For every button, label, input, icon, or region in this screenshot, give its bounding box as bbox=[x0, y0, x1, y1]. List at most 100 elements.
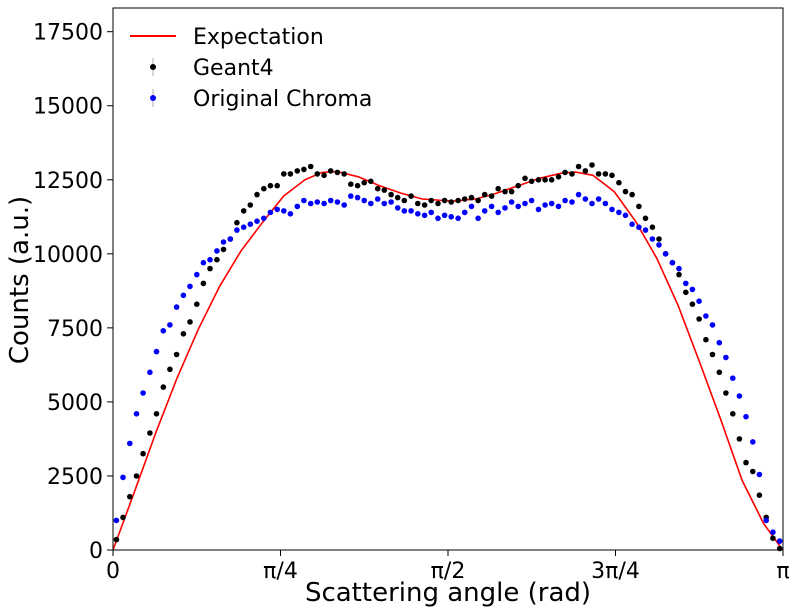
data-point-geant4 bbox=[133, 473, 140, 479]
data-point-original-chroma bbox=[368, 200, 374, 207]
data-point-original-chroma bbox=[616, 209, 622, 216]
data-point-original-chroma bbox=[194, 271, 200, 278]
data-point-original-chroma bbox=[709, 322, 716, 328]
data-point-original-chroma bbox=[401, 208, 408, 214]
data-point-geant4 bbox=[555, 174, 562, 180]
y-tick-label: 7500 bbox=[47, 317, 103, 342]
data-point-geant4 bbox=[575, 163, 582, 170]
data-point-original-chroma bbox=[649, 236, 656, 242]
data-point-original-chroma bbox=[415, 211, 421, 217]
data-point-geant4 bbox=[616, 179, 622, 186]
data-point-original-chroma bbox=[287, 211, 294, 217]
data-point-original-chroma bbox=[562, 197, 568, 204]
data-point-original-chroma bbox=[723, 354, 729, 361]
y-tick-label: 15000 bbox=[33, 95, 103, 120]
data-point-geant4 bbox=[475, 197, 481, 204]
data-point-original-chroma bbox=[421, 212, 428, 219]
data-point-geant4 bbox=[743, 459, 749, 466]
data-point-original-chroma bbox=[220, 239, 227, 245]
data-point-original-chroma bbox=[381, 200, 388, 207]
legend-label-expectation: Expectation bbox=[193, 25, 324, 50]
data-point-original-chroma bbox=[703, 313, 709, 319]
data-point-original-chroma bbox=[495, 209, 502, 216]
data-point-geant4 bbox=[542, 177, 548, 183]
data-point-geant4 bbox=[656, 236, 662, 242]
data-point-geant4 bbox=[160, 384, 167, 390]
data-point-geant4 bbox=[127, 493, 133, 500]
data-point-geant4 bbox=[327, 168, 334, 174]
data-point-geant4 bbox=[676, 271, 682, 278]
data-point-original-chroma bbox=[180, 292, 187, 299]
x-axis-label: Scattering angle (rad) bbox=[305, 578, 591, 608]
data-point-geant4 bbox=[548, 177, 555, 183]
data-point-original-chroma bbox=[247, 221, 254, 227]
data-point-geant4 bbox=[381, 187, 388, 193]
data-point-original-chroma bbox=[535, 206, 542, 213]
data-point-original-chroma bbox=[736, 393, 743, 399]
data-point-original-chroma bbox=[602, 200, 609, 207]
y-tick-label: 17500 bbox=[33, 21, 103, 46]
data-point-original-chroma bbox=[354, 194, 361, 201]
data-point-original-chroma bbox=[261, 215, 267, 222]
data-point-geant4 bbox=[428, 197, 435, 204]
data-point-geant4 bbox=[723, 390, 729, 396]
data-point-geant4 bbox=[294, 168, 301, 174]
data-point-geant4 bbox=[435, 200, 441, 207]
data-point-original-chroma bbox=[461, 209, 468, 216]
data-point-original-chroma bbox=[394, 205, 401, 211]
data-point-geant4 bbox=[441, 197, 448, 204]
data-point-geant4 bbox=[515, 182, 521, 189]
data-point-geant4 bbox=[388, 191, 394, 198]
data-point-geant4 bbox=[267, 182, 274, 189]
data-point-geant4 bbox=[187, 319, 193, 325]
data-point-geant4 bbox=[314, 171, 321, 177]
data-point-original-chroma bbox=[314, 199, 321, 205]
data-point-original-chroma bbox=[240, 224, 247, 230]
data-point-geant4 bbox=[609, 172, 615, 179]
data-point-geant4 bbox=[736, 436, 743, 442]
data-point-original-chroma bbox=[133, 411, 140, 417]
data-point-original-chroma bbox=[227, 236, 234, 242]
data-point-geant4 bbox=[281, 171, 287, 177]
data-point-original-chroma bbox=[455, 215, 461, 222]
y-tick-label: 10000 bbox=[33, 243, 103, 268]
x-tick-label: 0 bbox=[106, 559, 120, 584]
data-point-geant4 bbox=[167, 366, 173, 373]
data-point-geant4 bbox=[120, 514, 126, 521]
data-point-original-chroma bbox=[481, 208, 488, 214]
data-point-geant4 bbox=[649, 224, 656, 230]
data-point-original-chroma bbox=[153, 348, 160, 355]
data-point-original-chroma bbox=[147, 369, 153, 376]
legend-marker-original-chroma bbox=[150, 95, 156, 101]
data-point-original-chroma bbox=[207, 256, 213, 263]
data-point-geant4 bbox=[709, 351, 716, 358]
data-point-original-chroma bbox=[281, 208, 287, 214]
data-point-geant4 bbox=[770, 535, 776, 541]
data-point-geant4 bbox=[756, 492, 763, 499]
legend-marker-geant4 bbox=[150, 64, 156, 70]
series-layer bbox=[112, 162, 784, 552]
data-point-original-chroma bbox=[662, 251, 669, 257]
data-point-geant4 bbox=[730, 411, 736, 417]
data-point-original-chroma bbox=[763, 517, 769, 524]
data-point-original-chroma bbox=[274, 206, 281, 213]
data-point-original-chroma bbox=[468, 203, 475, 210]
legend: Expectation Geant4 Original Chroma bbox=[130, 25, 372, 112]
data-point-geant4 bbox=[234, 219, 240, 226]
data-point-geant4 bbox=[274, 182, 281, 189]
data-point-original-chroma bbox=[743, 413, 749, 420]
data-point-geant4 bbox=[240, 208, 247, 214]
data-point-original-chroma bbox=[730, 375, 736, 382]
data-point-geant4 bbox=[153, 411, 160, 417]
data-point-original-chroma bbox=[428, 209, 435, 216]
data-point-geant4 bbox=[113, 536, 120, 543]
legend-label-geant4: Geant4 bbox=[193, 56, 274, 81]
data-point-original-chroma bbox=[254, 218, 260, 224]
data-point-original-chroma bbox=[656, 242, 662, 248]
data-point-geant4 bbox=[622, 188, 629, 195]
data-point-original-chroma bbox=[348, 193, 354, 199]
data-point-geant4 bbox=[481, 191, 488, 198]
data-point-geant4 bbox=[341, 171, 348, 177]
data-point-geant4 bbox=[582, 168, 589, 174]
data-point-original-chroma bbox=[582, 196, 589, 202]
